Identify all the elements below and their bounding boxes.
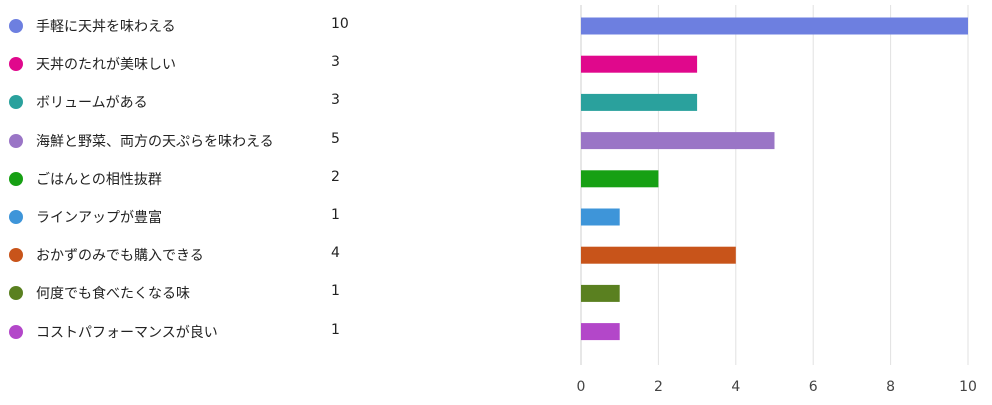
legend-item: 何度でも食べたくなる味 1 — [0, 281, 560, 305]
bar — [581, 93, 698, 111]
bar — [581, 284, 620, 302]
legend-item: おかずのみでも購入できる 4 — [0, 243, 560, 267]
legend-item: 天丼のたれが美味しい 3 — [0, 52, 560, 76]
legend-label: 天丼のたれが美味しい — [36, 57, 176, 74]
bar — [581, 246, 736, 264]
bar — [581, 208, 620, 226]
legend-label: 何度でも食べたくなる味 — [36, 286, 190, 303]
legend-item: 手軽に天丼を味わえる 10 — [0, 14, 560, 38]
x-tick-label: 0 — [577, 379, 586, 395]
legend-dot-icon — [9, 19, 23, 33]
legend-count: 3 — [331, 92, 340, 109]
legend-item: ラインアップが豊富 1 — [0, 205, 560, 229]
legend-label: 海鮮と野菜、両方の天ぷらを味わえる — [36, 133, 274, 150]
legend-label: 手軽に天丼を味わえる — [36, 19, 176, 35]
legend-label: ボリュームがある — [36, 95, 148, 112]
legend-count: 5 — [331, 130, 340, 147]
legend-count: 2 — [331, 168, 340, 185]
legend-label: ラインアップが豊富 — [36, 210, 162, 226]
bar — [581, 17, 968, 35]
x-tick-label: 2 — [654, 379, 663, 395]
bar — [581, 132, 775, 150]
legend-dot-icon — [9, 324, 23, 339]
x-tick-label: 10 — [959, 379, 977, 395]
legend-item: 海鮮と野菜、両方の天ぷらを味わえる 5 — [0, 129, 560, 153]
legend-label: おかずのみでも購入できる — [36, 248, 204, 265]
legend-dot-icon — [9, 248, 23, 263]
x-tick-label: 4 — [731, 379, 740, 395]
legend-dot-icon — [9, 133, 23, 148]
legend-count: 3 — [331, 54, 340, 71]
bar — [581, 170, 659, 188]
x-tick-label: 6 — [809, 379, 818, 395]
legend-item: コストパフォーマンスが良い 1 — [0, 320, 560, 344]
legend-count: 10 — [331, 16, 349, 32]
legend-item: ボリュームがある 3 — [0, 90, 560, 114]
x-tick-label: 8 — [886, 379, 895, 395]
legend-dot-icon — [9, 95, 23, 110]
legend-count: 1 — [331, 207, 340, 223]
legend-dot-icon — [9, 57, 23, 72]
legend-count: 1 — [331, 283, 340, 300]
legend-count: 4 — [331, 245, 340, 262]
bar — [581, 323, 620, 341]
legend-item: ごはんとの相性抜群 2 — [0, 167, 560, 191]
legend-label: ごはんとの相性抜群 — [36, 171, 162, 188]
legend-label: コストパフォーマンスが良い — [36, 324, 218, 341]
legend-dot-icon — [9, 171, 23, 186]
legend-dot-icon — [9, 286, 23, 301]
legend-count: 1 — [331, 321, 340, 338]
legend-dot-icon — [9, 210, 23, 224]
bar — [581, 55, 698, 73]
